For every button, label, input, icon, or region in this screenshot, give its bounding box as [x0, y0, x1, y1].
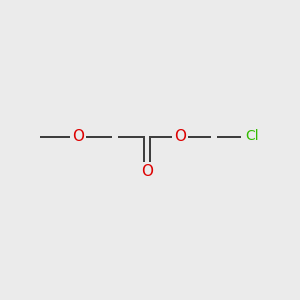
Text: Cl: Cl: [245, 130, 259, 143]
Text: O: O: [141, 164, 153, 178]
Text: O: O: [72, 129, 84, 144]
Text: O: O: [174, 129, 186, 144]
